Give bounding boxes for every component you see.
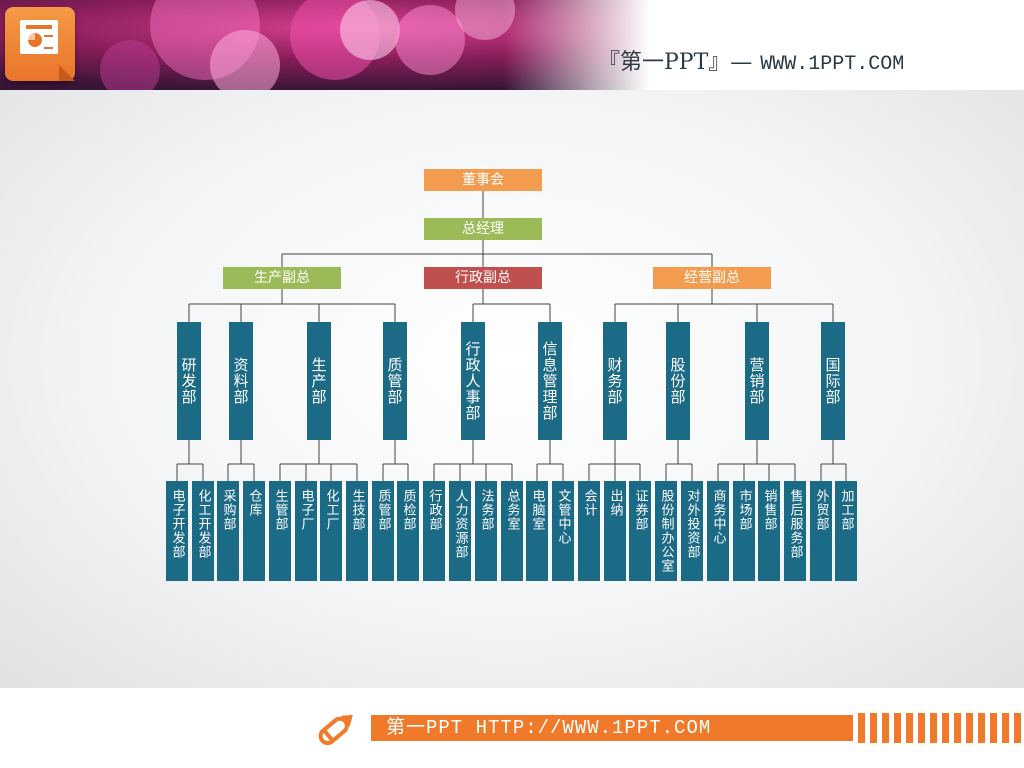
header-brand: 『第一PPT』— WWW.1PPT.COM (598, 44, 904, 76)
subunit-box: 化工厂 (320, 481, 342, 581)
subunit-box: 质管部 (372, 481, 394, 581)
dept-box: 资料部 (229, 322, 253, 440)
subunit-box: 加工部 (835, 481, 857, 581)
dept-box: 研发部 (177, 322, 201, 440)
bokeh-decoration (210, 30, 280, 90)
dept-box: 生产部 (307, 322, 331, 440)
subunit-box: 行政部 (423, 481, 445, 581)
subunit-box: 电脑室 (526, 481, 548, 581)
dept-box: 股份部 (666, 322, 690, 440)
subunit-box: 出纳 (604, 481, 626, 581)
powerpoint-icon (5, 7, 75, 81)
dept-box: 国际部 (821, 322, 845, 440)
subunit-box: 销售部 (758, 481, 780, 581)
dept-box: 财务部 (603, 322, 627, 440)
subunit-box: 化工开发部 (192, 481, 214, 581)
subunit-box: 文管中心 (552, 481, 574, 581)
subunit-box: 对外投资部 (681, 481, 703, 581)
vp-business-box: 经营副总 (653, 267, 771, 289)
subunit-box: 证券部 (629, 481, 651, 581)
bokeh-decoration (100, 40, 160, 90)
subunit-box: 法务部 (475, 481, 497, 581)
subunit-box: 人力资源部 (449, 481, 471, 581)
subunit-box: 生技部 (346, 481, 368, 581)
subunit-box: 会计 (578, 481, 600, 581)
subunit-box: 售后服务部 (784, 481, 806, 581)
subunit-box: 采购部 (217, 481, 239, 581)
dept-box: 质管部 (383, 322, 407, 440)
brand-name: 『第一PPT』— (598, 50, 753, 75)
bokeh-decoration (395, 5, 465, 75)
bokeh-decoration (340, 0, 400, 60)
subunit-box: 外贸部 (810, 481, 832, 581)
subunit-box: 电子厂 (295, 481, 317, 581)
footer-bar (371, 715, 853, 741)
vp-admin-box: 行政副总 (424, 267, 542, 289)
gm-box: 总经理 (424, 218, 542, 240)
subunit-box: 生管部 (269, 481, 291, 581)
footer-url: 第一PPT HTTP://WWW.1PPT.COM (386, 717, 712, 739)
vp-production-box: 生产副总 (223, 267, 341, 289)
board-box: 董事会 (424, 169, 542, 191)
header-fade (504, 0, 1024, 90)
subunit-box: 商务中心 (707, 481, 729, 581)
brand-url: WWW.1PPT.COM (760, 53, 905, 76)
subunit-box: 总务室 (501, 481, 523, 581)
subunit-box: 股份制办公室 (655, 481, 677, 581)
subunit-box: 市场部 (733, 481, 755, 581)
footer-stripes (858, 713, 1024, 743)
subunit-box: 仓库 (243, 481, 265, 581)
dept-box: 营销部 (745, 322, 769, 440)
dept-box: 信息管理部 (538, 322, 562, 440)
pencil-icon (318, 714, 353, 746)
dept-box: 行政人事部 (461, 322, 485, 440)
subunit-box: 电子开发部 (166, 481, 188, 581)
header-banner: 『第一PPT』— WWW.1PPT.COM (0, 0, 1024, 90)
subunit-box: 质检部 (397, 481, 419, 581)
